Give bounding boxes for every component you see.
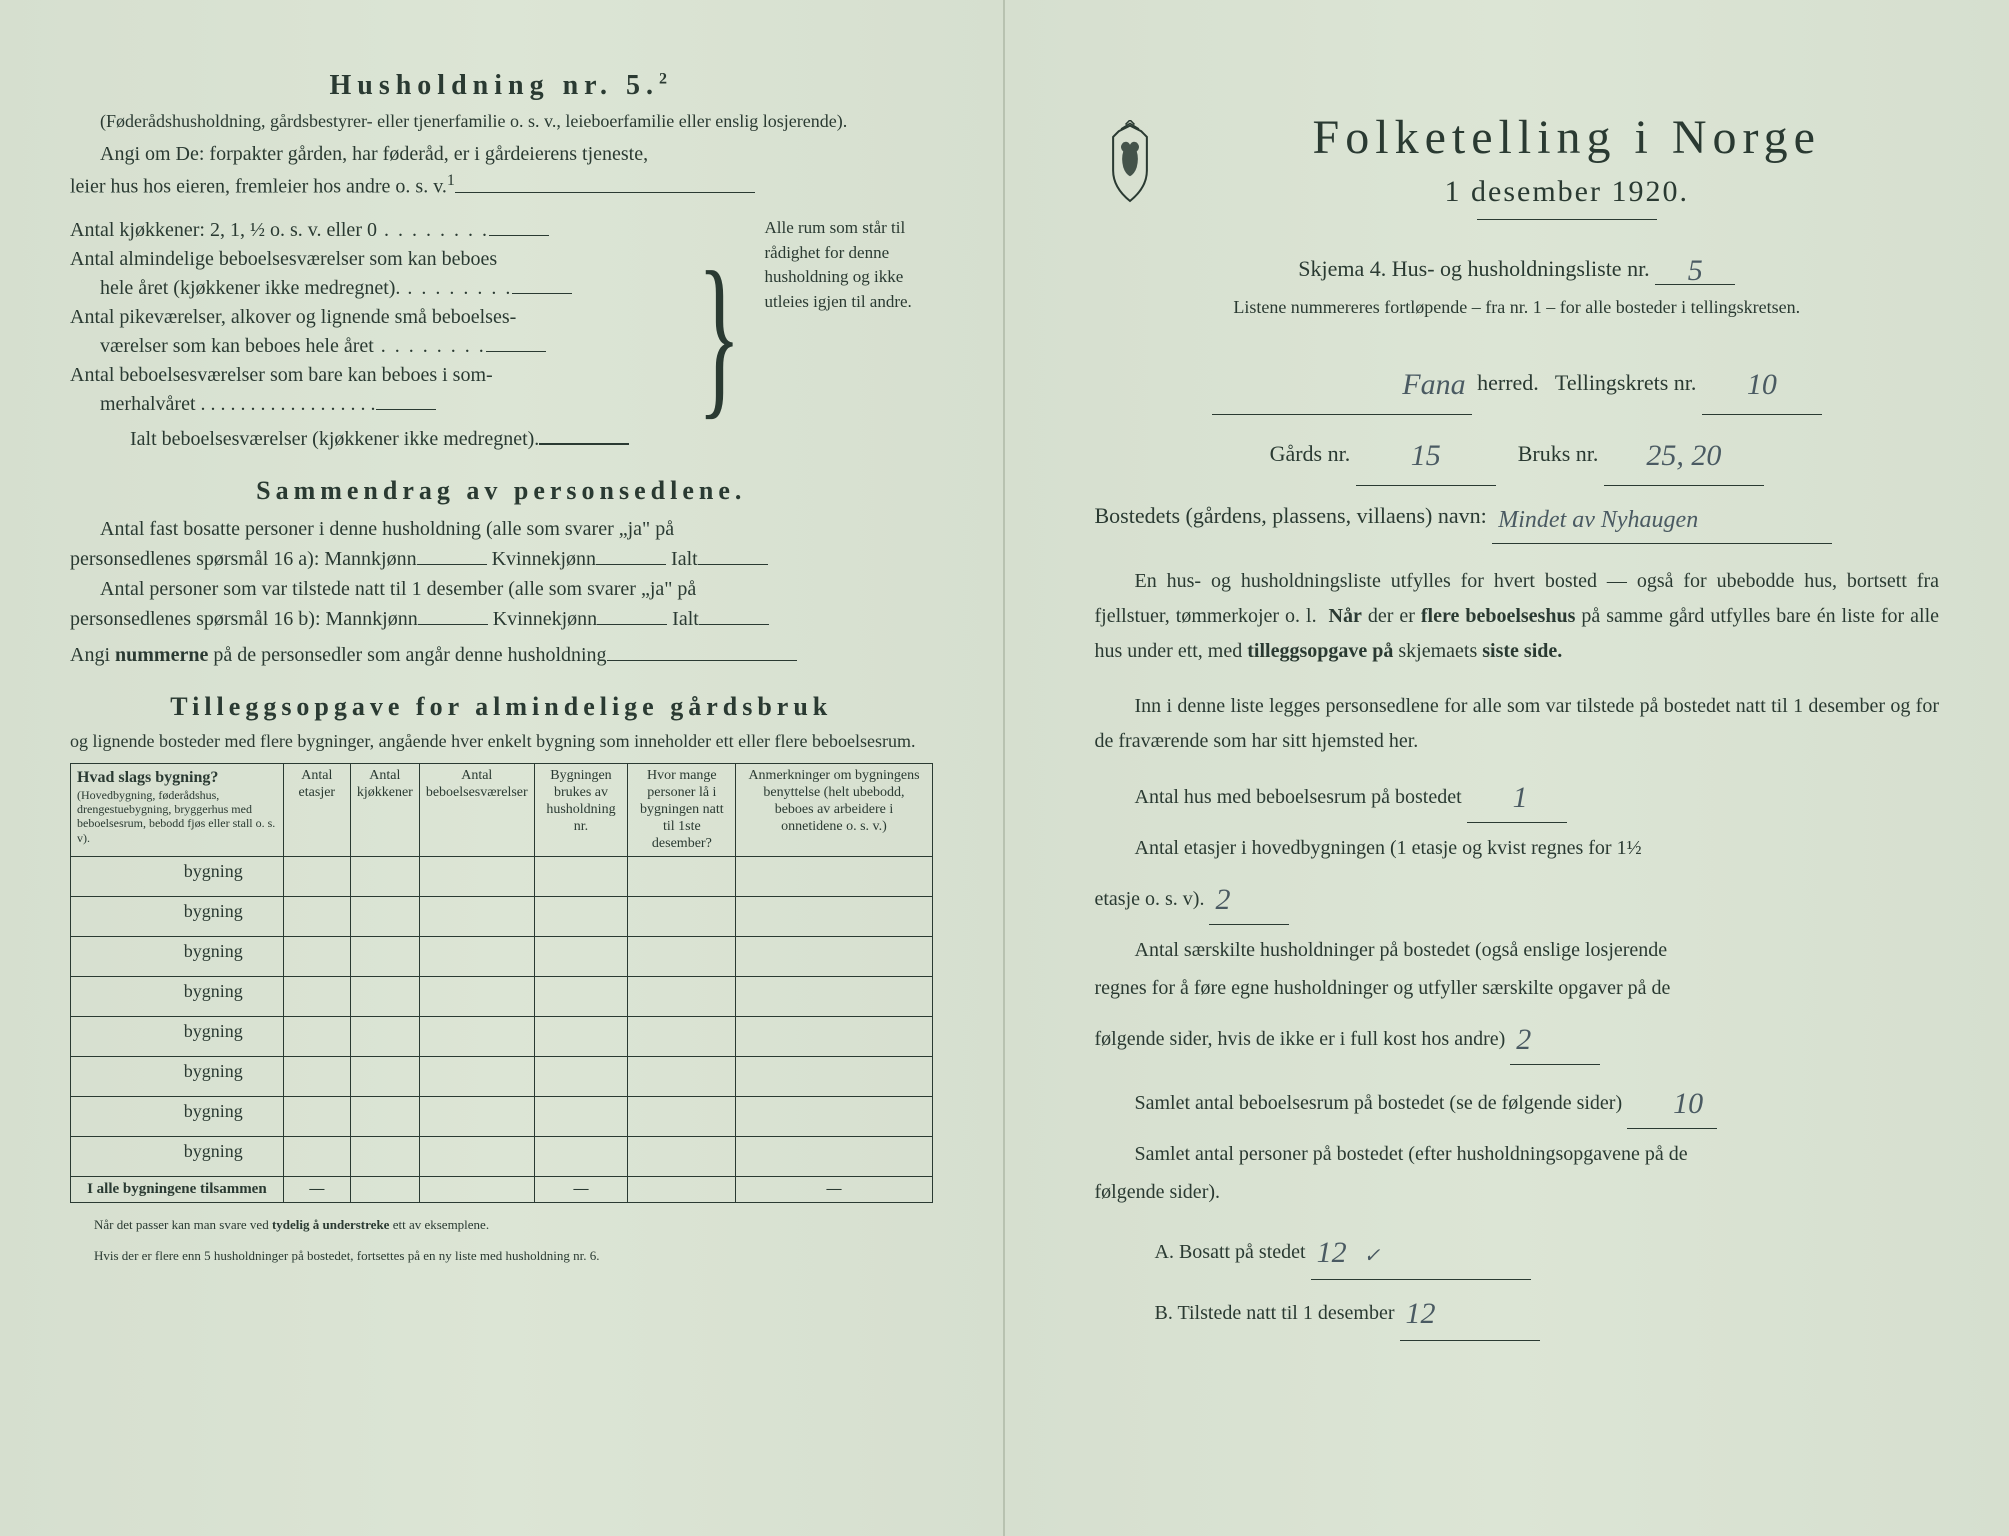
q2b: etasje o. s. v). 2 [1095,867,1940,925]
qA: A. Bosatt på stedet 12 ✓ [1155,1219,1940,1280]
sommer-line-1: Antal beboelsesværelser som bare kan beb… [70,361,686,390]
alm-line-1: Antal almindelige beboelsesværelser som … [70,245,686,274]
col3-head: Antal kjøkkener [350,764,419,857]
table-row: bygning [71,1137,933,1177]
right-page: Folketelling i Norge 1 desember 1920. Sk… [1005,0,2009,1536]
header-row: Folketelling i Norge 1 desember 1920. [1095,110,1940,220]
herred-line: Fana herred. Tellingskrets nr. 10 [1095,348,1940,415]
q5b: følgende sider). [1095,1173,1940,1211]
q1: Antal hus med beboelsesrum på bostedet 1 [1095,765,1940,823]
ab-block: A. Bosatt på stedet 12 ✓ B. Tilstede nat… [1155,1219,1940,1341]
col5-head: Bygningen brukes av husholdning nr. [534,764,628,857]
bygning-table: Hvad slags bygning? (Hovedbygning, føder… [70,763,933,1203]
col1-head: Hvad slags bygning? (Hovedbygning, føder… [71,764,284,857]
pike-line-1: Antal pikeværelser, alkover og lignende … [70,303,686,332]
left-page: Husholdning nr. 5.2 (Føderådshusholdning… [0,0,1005,1536]
pike-line-2: værelser som kan beboes hele året [70,332,686,361]
samm-2a: Antal personer som var tilstede natt til… [70,574,933,604]
footnote-1: Når det passer kan man svare ved tydelig… [70,1217,933,1234]
col6-head: Hvor mange personer lå i bygningen natt … [628,764,736,857]
household-5-title: Husholdning nr. 5.2 [70,70,933,102]
rooms-block: Antal kjøkkener: 2, 1, ½ o. s. v. eller … [70,216,933,454]
qB: B. Tilstede natt til 1 desember 12 [1155,1280,1940,1341]
antal-kjokken-line: Antal kjøkkener: 2, 1, ½ o. s. v. eller … [70,216,686,245]
gard-line: Gårds nr. 15 Bruks nr. 25, 20 [1095,419,1940,486]
table-total-row: I alle bygningene tilsammen — — — [71,1177,933,1203]
q3c: følgende sider, hvis de ikke er i full k… [1095,1007,1940,1065]
tillegg-title: Tilleggsopgave for almindelige gårdsbruk [70,692,933,722]
samm-2b: personsedlenes spørsmål 16 b): Mannkjønn… [70,604,933,634]
header-rule [1477,219,1657,220]
q5a: Samlet antal personer på bostedet (efter… [1095,1135,1940,1173]
col2-head: Antal etasjer [283,764,350,857]
col4-head: Antal beboelsesværelser [419,764,534,857]
q3a: Antal særskilte husholdninger på bostede… [1095,931,1940,969]
sommer-line-2: merhalvåret . . . . . . . . . . . . . . … [70,390,686,419]
para-2: Inn i denne liste legges personsedlene f… [1095,689,1940,759]
main-title: Folketelling i Norge [1195,110,1940,165]
table-row: bygning [71,1017,933,1057]
table-row: bygning [71,977,933,1017]
brace: } [686,216,752,454]
samm-1b: personsedlenes spørsmål 16 a): Mannkjønn… [70,544,933,574]
angi-line-2: leier hus hos eieren, fremleier hos andr… [70,169,933,202]
bosted-line: Bostedets (gårdens, plassens, villaens) … [1095,490,1940,544]
angi-nummer: Angi nummerne på de personsedler som ang… [70,640,933,670]
document-spread: Husholdning nr. 5.2 (Føderådshusholdning… [0,0,2009,1536]
brace-note: Alle rum som står til rådighet for denne… [753,216,933,454]
table-row: bygning [71,897,933,937]
q3b: regnes for å føre egne husholdninger og … [1095,969,1940,1007]
skjema-line: Skjema 4. Hus- og husholdningsliste nr. … [1095,250,1940,285]
col7-head: Anmerkninger om bygningens benyttelse (h… [736,764,932,857]
samm-1a: Antal fast bosatte personer i denne hush… [70,514,933,544]
q2a: Antal etasjer i hovedbygningen (1 etasje… [1095,829,1940,867]
coat-of-arms-icon [1095,120,1165,215]
bygning-table-wrap: Hvad slags bygning? (Hovedbygning, føder… [70,763,933,1203]
sub-instruction: Listene nummereres fortløpende – fra nr.… [1095,297,1940,318]
para-1: En hus- og husholdningsliste utfylles fo… [1095,564,1940,669]
table-row: bygning [71,857,933,897]
tillegg-sub: og lignende bosteder med flere bygninger… [70,730,933,753]
household-subtitle: (Føderådshusholdning, gårdsbestyrer- ell… [70,110,933,133]
table-row: bygning [71,937,933,977]
table-row: bygning [71,1057,933,1097]
date-title: 1 desember 1920. [1195,175,1940,209]
footnote-2: Hvis der er flere enn 5 husholdninger på… [70,1248,933,1265]
angi-line-1: Angi om De: forpakter gården, har føderå… [70,139,933,169]
alm-line-2: hele året (kjøkkener ikke medregnet). [70,274,686,303]
ialt-line: Ialt beboelsesværelser (kjøkkener ikke m… [70,425,686,454]
q4: Samlet antal beboelsesrum på bostedet (s… [1095,1071,1940,1129]
sammendrag-title: Sammendrag av personsedlene. [70,476,933,506]
table-row: bygning [71,1097,933,1137]
